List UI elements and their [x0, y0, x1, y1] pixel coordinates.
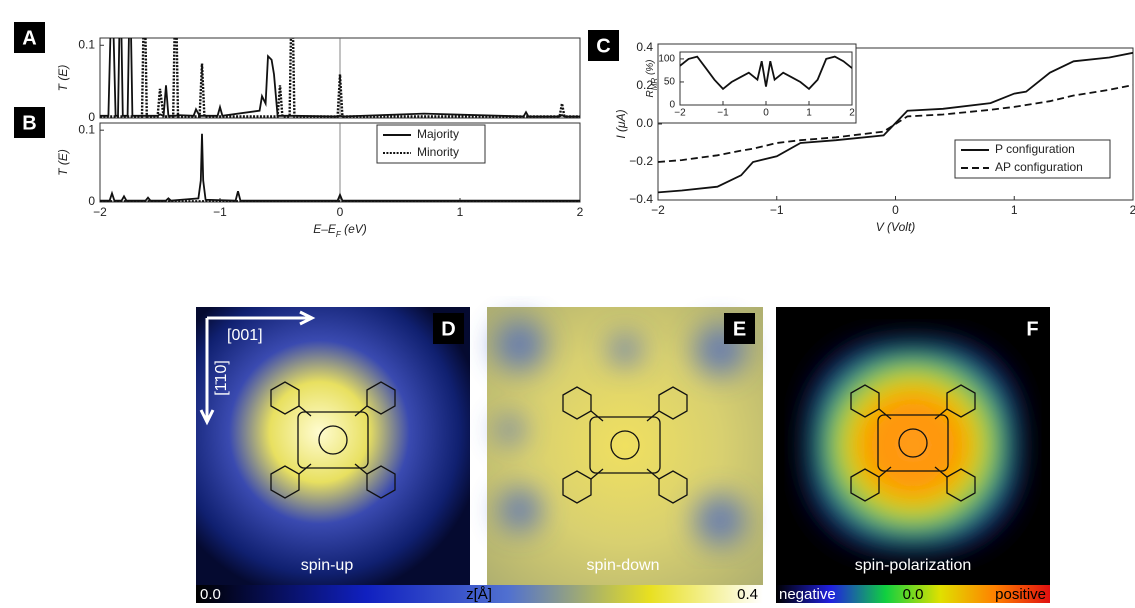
x-tick-label: 2 — [1130, 203, 1135, 217]
series-line — [658, 84, 1133, 163]
series-line — [100, 38, 580, 118]
panel-label: F — [1026, 318, 1038, 340]
x-axis-label: E–EF (eV) — [313, 222, 367, 238]
label-part: E–E — [313, 222, 337, 236]
legend-box — [954, 139, 1111, 179]
panel-label-box — [14, 22, 45, 53]
y-tick-label: 0.0 — [636, 116, 653, 130]
panel-label: D — [441, 318, 455, 340]
caption: spin-up — [301, 557, 354, 574]
colorbar — [776, 585, 1050, 603]
y-axis-label: RMR (%) — [645, 59, 659, 97]
y-tick-label: 0 — [88, 110, 95, 124]
y-tick-label: 100 — [658, 54, 675, 65]
y-axis-label: T (E) — [56, 149, 70, 176]
panel-e — [487, 307, 763, 585]
x-tick-label: −2 — [651, 203, 665, 217]
panel-label: C — [596, 35, 610, 57]
x-tick-label: 0 — [892, 203, 899, 217]
spin-up-map — [196, 307, 470, 585]
legend-label: Minority — [417, 145, 459, 159]
y-tick-label: 0.4 — [636, 40, 653, 54]
texts: spin-up spin-down spin-polarization [001… — [200, 327, 1046, 603]
series-line — [680, 55, 852, 91]
x-tick-label: −1 — [717, 108, 729, 119]
legend-label: AP configuration — [995, 160, 1083, 174]
legend-label: Majority — [417, 127, 459, 141]
y-tick-label: 0.1 — [78, 37, 95, 51]
legend-box — [376, 124, 486, 164]
panel-label: B — [22, 112, 36, 134]
polarization-blob — [806, 340, 1020, 550]
inset-background — [657, 43, 857, 124]
legend-label: P configuration — [995, 142, 1075, 156]
y-tick-label: 0 — [669, 100, 675, 111]
x-tick-label: −1 — [770, 203, 784, 217]
panel-label-box — [588, 30, 619, 61]
label-part: (eV) — [341, 222, 367, 236]
panel-label-box — [14, 107, 45, 138]
x-tick-label: 1 — [1011, 203, 1018, 217]
label-part: F — [336, 230, 342, 239]
colorbar-label: 0.0 — [903, 586, 924, 603]
label-part: (%) — [645, 59, 656, 77]
panel-label: A — [22, 27, 36, 49]
direction-arrows — [199, 310, 316, 426]
label-part: R — [645, 90, 656, 97]
y-tick-label: −0.2 — [629, 154, 653, 168]
panel-f — [776, 307, 1050, 585]
y-tick-label: 0 — [88, 194, 95, 208]
x-tick-label: 2 — [577, 205, 584, 219]
x-tick-label: 0 — [763, 108, 769, 119]
x-tick-label: 2 — [849, 108, 855, 119]
caption: spin-down — [587, 557, 660, 574]
series-line — [100, 38, 580, 118]
x-tick-label: −2 — [674, 108, 686, 119]
y-axis-label: T (E) — [56, 65, 70, 92]
x-tick-label: −1 — [213, 205, 227, 219]
y-axis-label: I (μA) — [614, 109, 628, 138]
caption: spin-polarization — [855, 557, 972, 574]
colorbar-label: positive — [995, 586, 1046, 603]
panel-label-box — [1017, 313, 1048, 344]
panel-label-box — [724, 313, 755, 344]
x-tick-label: 1 — [806, 108, 812, 119]
y-tick-label: 50 — [664, 77, 676, 88]
y-tick-label: −0.4 — [629, 192, 653, 206]
colorbar-label: 0.4 — [737, 586, 758, 603]
colorbar-label: negative — [779, 586, 836, 603]
y-tick-label: 0.1 — [78, 122, 95, 136]
y-tick-label: 0.2 — [636, 78, 653, 92]
colorbar-label: 0.0 — [200, 586, 221, 603]
panel-label-box — [433, 313, 464, 344]
panel-label: E — [733, 318, 746, 340]
panel-d — [196, 307, 470, 585]
label-part: MR — [650, 78, 659, 91]
x-tick-label: 1 — [457, 205, 464, 219]
colorbar-label: z[Å] — [466, 586, 492, 603]
x-tick-label: 0 — [337, 205, 344, 219]
direction-label: [1̄10] — [213, 360, 230, 396]
x-tick-label: −2 — [93, 205, 107, 219]
x-axis-label: V (Volt) — [876, 220, 916, 234]
colorbar — [196, 585, 763, 603]
direction-label: [001] — [227, 327, 263, 344]
